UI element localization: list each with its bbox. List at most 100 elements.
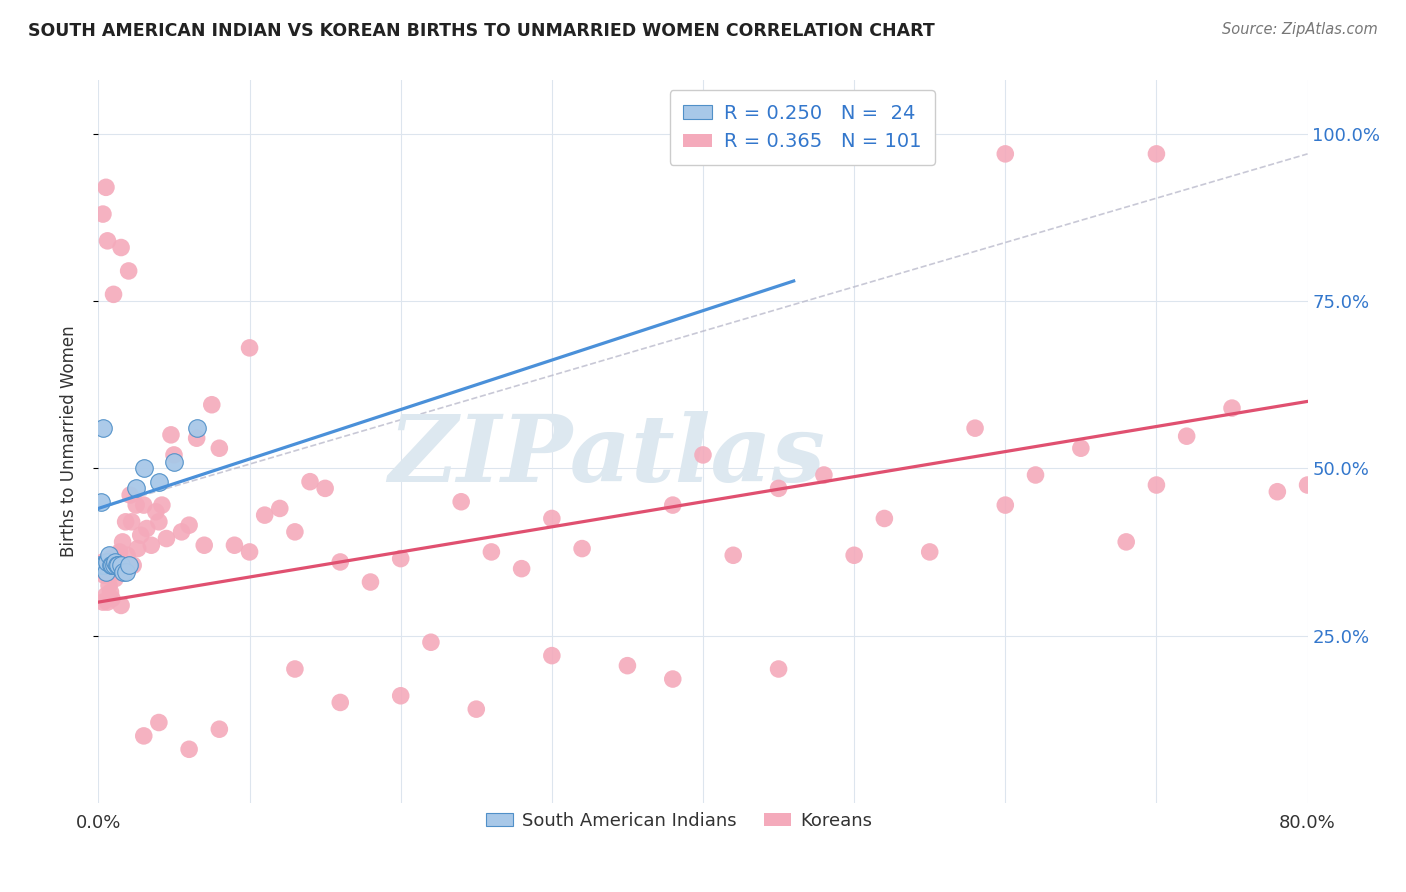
Point bbox=[1175, 429, 1198, 443]
Point bbox=[125, 498, 148, 512]
Point bbox=[94, 589, 117, 603]
Point bbox=[110, 558, 132, 573]
Point bbox=[107, 548, 129, 563]
Point bbox=[96, 234, 118, 248]
Point bbox=[118, 264, 141, 278]
Point bbox=[105, 558, 128, 573]
Point bbox=[314, 482, 336, 496]
Point bbox=[994, 498, 1017, 512]
Point bbox=[103, 287, 125, 301]
Point bbox=[111, 534, 134, 549]
Point bbox=[253, 508, 276, 523]
Point bbox=[121, 515, 143, 529]
Point bbox=[132, 498, 155, 512]
Point bbox=[163, 455, 186, 469]
Point bbox=[224, 538, 246, 552]
Point bbox=[103, 558, 125, 573]
Point bbox=[918, 545, 941, 559]
Point bbox=[284, 524, 307, 539]
Point bbox=[481, 545, 503, 559]
Point bbox=[91, 555, 114, 569]
Point bbox=[571, 541, 593, 556]
Point bbox=[1115, 534, 1137, 549]
Point bbox=[1144, 147, 1167, 161]
Point bbox=[98, 565, 121, 579]
Point bbox=[269, 501, 291, 516]
Point bbox=[114, 565, 136, 579]
Point bbox=[125, 482, 148, 496]
Point bbox=[105, 565, 128, 579]
Point bbox=[170, 524, 193, 539]
Point bbox=[103, 558, 125, 573]
Point bbox=[148, 475, 170, 489]
Point bbox=[661, 498, 683, 512]
Legend: South American Indians, Koreans: South American Indians, Koreans bbox=[478, 805, 879, 837]
Point bbox=[94, 180, 117, 194]
Point bbox=[90, 494, 112, 508]
Point bbox=[100, 551, 122, 566]
Point bbox=[141, 538, 163, 552]
Point bbox=[844, 147, 866, 161]
Text: ZIPatlas: ZIPatlas bbox=[388, 411, 825, 501]
Point bbox=[1267, 484, 1289, 499]
Point bbox=[96, 555, 118, 569]
Point bbox=[91, 207, 114, 221]
Point bbox=[118, 558, 141, 573]
Point bbox=[135, 521, 157, 535]
Point bbox=[1220, 401, 1243, 416]
Point bbox=[193, 538, 215, 552]
Text: Source: ZipAtlas.com: Source: ZipAtlas.com bbox=[1222, 22, 1378, 37]
Point bbox=[540, 511, 562, 525]
Point bbox=[179, 742, 201, 756]
Point bbox=[98, 548, 121, 563]
Point bbox=[389, 689, 412, 703]
Point bbox=[873, 511, 896, 525]
Point bbox=[155, 532, 177, 546]
Point bbox=[299, 475, 322, 489]
Point bbox=[148, 715, 170, 730]
Point bbox=[723, 548, 745, 563]
Point bbox=[540, 648, 562, 663]
Point bbox=[93, 568, 115, 582]
Point bbox=[94, 565, 117, 579]
Point bbox=[90, 558, 112, 573]
Point bbox=[616, 658, 638, 673]
Point bbox=[91, 558, 114, 573]
Point bbox=[692, 448, 714, 462]
Point bbox=[360, 575, 382, 590]
Point bbox=[160, 427, 183, 442]
Point bbox=[813, 467, 835, 482]
Point bbox=[201, 398, 224, 412]
Point bbox=[1144, 478, 1167, 492]
Point bbox=[329, 555, 352, 569]
Point bbox=[112, 565, 135, 579]
Point bbox=[145, 505, 167, 519]
Point bbox=[186, 431, 208, 445]
Point bbox=[127, 541, 149, 556]
Point bbox=[96, 595, 118, 609]
Point bbox=[94, 565, 117, 579]
Point bbox=[115, 548, 138, 563]
Point bbox=[118, 558, 141, 573]
Point bbox=[110, 599, 132, 613]
Point bbox=[96, 558, 118, 573]
Point bbox=[179, 518, 201, 533]
Point bbox=[844, 548, 866, 563]
Point bbox=[284, 662, 307, 676]
Point bbox=[89, 558, 111, 573]
Point bbox=[101, 558, 124, 573]
Point bbox=[107, 558, 129, 573]
Point bbox=[105, 558, 128, 573]
Point bbox=[132, 461, 155, 475]
Point bbox=[163, 448, 186, 462]
Point bbox=[114, 515, 136, 529]
Point bbox=[100, 558, 122, 573]
Point bbox=[768, 482, 790, 496]
Point bbox=[1296, 478, 1319, 492]
Point bbox=[110, 241, 132, 255]
Point bbox=[661, 672, 683, 686]
Point bbox=[104, 555, 127, 569]
Point bbox=[108, 545, 131, 559]
Point bbox=[239, 545, 262, 559]
Point bbox=[994, 147, 1017, 161]
